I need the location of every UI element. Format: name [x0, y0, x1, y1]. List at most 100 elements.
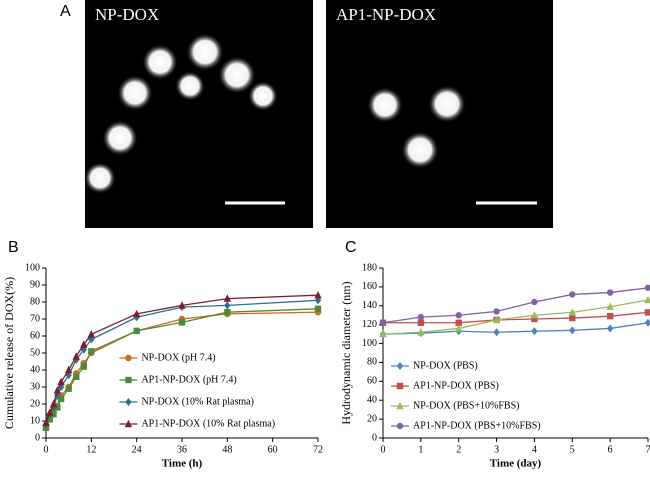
data-point	[455, 319, 462, 326]
data-point	[132, 309, 141, 318]
data-point	[57, 383, 65, 391]
y-axis-label: Cumulative release of DOX(%)	[2, 277, 16, 429]
data-point	[644, 318, 650, 327]
data-point	[531, 298, 538, 306]
data-point	[57, 377, 65, 386]
legend-marker	[125, 354, 132, 362]
data-point	[46, 408, 54, 416]
data-point	[531, 327, 538, 336]
data-point	[73, 373, 80, 380]
data-point	[65, 385, 72, 392]
legend-label: AP1-NP-DOX (pH 7.4)	[141, 374, 236, 385]
x-tick-label: 72	[313, 444, 323, 455]
x-tick-label: 60	[268, 444, 278, 455]
data-point	[417, 313, 425, 321]
y-tick-label: 70	[30, 313, 40, 324]
x-tick-label: 3	[494, 444, 499, 455]
y-tick-label: 160	[362, 281, 377, 292]
series-line	[382, 299, 649, 335]
data-point	[569, 314, 576, 322]
data-point	[314, 305, 322, 312]
micrograph	[84, 0, 313, 228]
y-tick-label: 50	[30, 347, 40, 358]
data-point	[87, 330, 96, 338]
x-tick-label: 5	[570, 444, 575, 455]
y-tick-label: 120	[362, 319, 377, 330]
data-point	[80, 363, 87, 370]
data-point	[644, 309, 650, 316]
legend-label: NP-DOX (10% Rat plasma)	[141, 396, 253, 407]
y-tick-label: 60	[30, 330, 40, 341]
y-tick-label: 140	[362, 300, 377, 311]
y-tick-label: 80	[367, 357, 377, 368]
data-point	[417, 319, 425, 326]
data-point	[606, 312, 614, 320]
panel-label: A	[60, 3, 71, 20]
x-axis-label: Time (day)	[490, 458, 542, 470]
data-point	[314, 291, 322, 299]
legend-marker	[396, 362, 404, 370]
y-axis-label: Hydrodynamic diameter (nm)	[339, 281, 353, 424]
x-tick-label: 4	[532, 444, 537, 455]
data-point	[54, 404, 61, 411]
legend-label: NP-DOX (PBS)	[413, 360, 478, 371]
y-tick-label: 0	[372, 432, 377, 443]
data-point	[493, 328, 500, 337]
legend-marker	[125, 398, 132, 406]
data-point	[455, 312, 462, 319]
data-point	[88, 348, 95, 355]
y-tick-label: 0	[35, 432, 40, 443]
data-point	[50, 411, 57, 418]
image-label: NP-DOX	[95, 5, 159, 24]
y-tick-label: 100	[25, 262, 40, 273]
x-axis-label: Time (h)	[162, 458, 203, 470]
data-point	[224, 309, 231, 316]
x-tick-label: 2	[456, 444, 461, 455]
x-tick-label: 36	[177, 444, 187, 455]
data-point	[379, 329, 387, 338]
legend-marker	[125, 376, 132, 384]
legend-marker	[396, 382, 404, 390]
data-point	[455, 324, 463, 332]
data-point	[530, 311, 539, 319]
series-line	[382, 287, 649, 324]
data-point	[492, 315, 501, 324]
micrograph	[326, 0, 553, 228]
data-point	[224, 301, 231, 310]
panel-label: C	[345, 239, 357, 256]
series-line	[383, 311, 649, 324]
data-point	[379, 319, 387, 326]
y-tick-label: 20	[367, 413, 377, 424]
data-point	[493, 308, 500, 315]
x-tick-label: 6	[608, 444, 613, 455]
data-point	[49, 399, 58, 408]
data-point	[606, 324, 614, 333]
x-tick-label: 12	[86, 444, 96, 455]
data-point	[531, 315, 538, 323]
x-tick-label: 0	[44, 444, 49, 455]
panel-label: B	[8, 239, 19, 256]
x-tick-label: 24	[132, 444, 142, 455]
x-tick-label: 7	[646, 444, 650, 455]
y-tick-label: 20	[30, 398, 40, 409]
data-point	[569, 326, 576, 335]
legend-marker	[396, 422, 404, 430]
data-point	[57, 395, 65, 403]
data-point	[568, 308, 576, 316]
data-point	[644, 284, 650, 292]
y-tick-label: 30	[30, 381, 40, 392]
data-point	[569, 291, 576, 298]
legend-label: AP1-NP-DOX (10% Rat plasma)	[141, 418, 275, 429]
y-tick-label: 180	[362, 262, 377, 273]
data-point	[223, 294, 232, 302]
y-tick-label: 100	[362, 338, 377, 349]
data-point	[42, 418, 50, 426]
data-point	[72, 352, 80, 360]
data-point	[606, 289, 614, 296]
x-tick-label: 1	[418, 444, 423, 455]
data-point	[80, 340, 88, 348]
legend-label: NP-DOX (pH 7.4)	[141, 352, 215, 363]
legend-label: AP1-NP-DOX (PBS+10%FBS)	[413, 420, 541, 431]
legend-label: AP1-NP-DOX (PBS)	[413, 380, 499, 391]
